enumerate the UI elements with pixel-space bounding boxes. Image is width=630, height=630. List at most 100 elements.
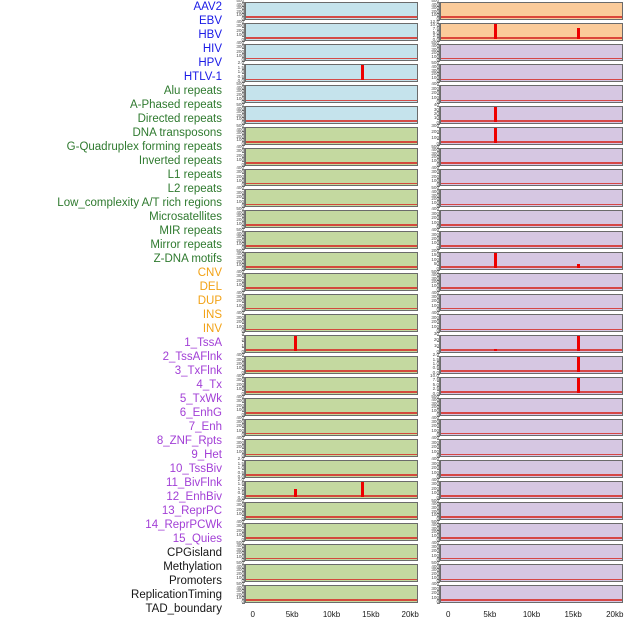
y-tick-label: 400	[236, 185, 244, 191]
row-label-11-bivflnk: 11_BivFlnk	[165, 477, 222, 489]
plot-row-left-15: 0 100 200 300 400	[226, 310, 418, 334]
row-label-hpv: HPV	[198, 57, 222, 69]
y-tick-label: 500	[236, 0, 244, 3]
baseline	[441, 266, 622, 268]
y-tick-label: 400	[236, 563, 244, 569]
y-axis-right-1: 0.0 2.5 5.0 7.5 10.0 12.5	[421, 18, 440, 43]
y-tick-label: 0	[241, 307, 244, 313]
y-tick-label: 300	[236, 189, 244, 195]
plot-panel-left	[245, 210, 418, 229]
y-tick-label: 2.0	[237, 477, 244, 483]
y-axis-right-27: 0 100 200 300 400 500	[421, 561, 440, 584]
y-tick-label: 0.0	[237, 494, 244, 500]
y-tick-label: 400	[236, 289, 244, 295]
baseline	[246, 557, 417, 560]
y-tick-label: 20	[433, 111, 439, 117]
y-tick-label: 0	[436, 307, 439, 313]
plot-panel-right	[440, 106, 623, 124]
plot-panel-left	[245, 356, 418, 374]
plot-row-left-18: 0 100 200 300 400	[226, 373, 418, 397]
y-tick-label: 400	[431, 81, 439, 87]
y-axis-left-18: 0 100 200 300 400	[226, 373, 245, 397]
y-axis-left-2: 0 100 200 300 400	[226, 40, 245, 64]
plot-row-right-28: 0 100 200 300 400	[421, 582, 623, 605]
y-tick-label: 500	[236, 539, 244, 545]
plot-panel-left	[245, 147, 418, 166]
baseline	[441, 516, 622, 518]
plot-panel-left	[245, 418, 418, 437]
y-tick-label: 200	[431, 444, 439, 450]
plot-row-right-25: 0 100 200 300 400 500	[421, 519, 623, 543]
row-label-12-enhbiv: 12_EnhBiv	[166, 491, 222, 503]
plot-panel-left	[245, 314, 418, 333]
y-tick-label: 100	[236, 12, 244, 18]
y-tick-label: 0	[241, 265, 244, 271]
y-tick-label: 1.0	[237, 69, 244, 75]
y-tick-label: 300	[431, 67, 439, 73]
y-tick-label: 500	[236, 581, 244, 587]
row-label-low-complexity-a-t-rich-regions: Low_complexity A/T rich regions	[57, 197, 222, 209]
baseline	[441, 557, 622, 560]
y-tick-label: 200	[431, 128, 439, 134]
plot-row-left-28: 0 100 200 300 400 500	[226, 581, 418, 605]
y-tick-label: 300	[236, 44, 244, 50]
plot-row-right-3: 0 100 200 300 400 500	[421, 61, 623, 84]
plot-row-right-10: 0 100 200 300 400	[421, 207, 623, 230]
row-label-5-txwk: 5_TxWk	[179, 393, 222, 405]
plot-row-right-6: 0 100 200 300	[421, 123, 623, 147]
y-tick-label: 100	[236, 448, 244, 454]
y-tick-label: 500	[236, 102, 244, 108]
x-tick-label: 20kb	[401, 610, 419, 619]
y-tick-label: 500	[236, 560, 244, 566]
y-tick-label: 12.5	[430, 18, 439, 24]
y-tick-label: 200	[431, 247, 439, 253]
y-tick-label: 300	[236, 255, 244, 261]
y-axis-left-22: 0.0 0.5 1.0 1.5 2.0	[226, 457, 245, 480]
baseline	[441, 245, 622, 247]
plot-panel-right	[440, 439, 623, 458]
y-axis-left-19: 0 100 200 300 400	[226, 394, 245, 418]
y-tick-label: 200	[236, 152, 244, 158]
plot-row-right-4: 0 100 200 300 400	[421, 81, 623, 105]
plot-row-left-12: 0 100 200 300 400 500	[226, 248, 418, 272]
baseline	[441, 328, 622, 331]
y-tick-label: 300	[431, 525, 439, 531]
y-axis-right-24: 0 100 200 300 400 500	[421, 498, 440, 522]
plot-panel-right	[440, 376, 623, 395]
y-tick-label: 400	[431, 435, 439, 441]
plot-panel-left	[245, 522, 418, 541]
baseline	[246, 141, 417, 143]
y-tick-label: 100	[431, 94, 439, 100]
y-tick-label: 0.0	[237, 78, 244, 84]
plot-row-right-16: 0 10 20 30	[421, 332, 623, 355]
plot-row-left-11: 0 100 200 300 400 500	[226, 227, 418, 251]
y-tick-label: 0	[436, 557, 439, 563]
x-tick-label: 15kb	[564, 610, 582, 619]
y-tick-label: 400	[236, 251, 244, 257]
y-tick-label: 400	[431, 289, 439, 295]
y-tick-label: 2.0	[432, 352, 439, 358]
y-tick-label: 400	[236, 143, 244, 149]
data-spike	[494, 127, 498, 143]
y-axis-left-23: 0.0 0.5 1.0 1.5 2.0	[226, 477, 245, 501]
plot-panel-left	[245, 397, 418, 416]
y-tick-label: 200	[236, 298, 244, 304]
y-tick-label: 400	[431, 272, 439, 278]
plot-row-left-22: 0.0 0.5 1.0 1.5 2.0	[226, 457, 418, 480]
y-tick-label: 0	[241, 99, 244, 105]
plot-panel-left	[245, 481, 418, 499]
y-tick-label: 200	[236, 319, 244, 325]
y-tick-label: 400	[236, 310, 244, 316]
y-tick-label: 0	[241, 453, 244, 459]
y-axis-right-21: 0 100 200 300 400	[421, 435, 440, 459]
y-tick-label: 100	[431, 256, 439, 262]
plot-row-right-20: 0 100 200 300 400	[421, 415, 623, 439]
y-tick-label: 100	[236, 407, 244, 413]
plot-panel-left	[245, 501, 418, 520]
row-label-tad-boundary: TAD_boundary	[145, 603, 223, 615]
y-tick-label: 0	[436, 203, 439, 209]
y-tick-label: 200	[431, 236, 439, 241]
plot-panel-right	[440, 335, 623, 354]
y-tick-label: 0	[241, 536, 244, 542]
y-tick-label: 100	[236, 177, 244, 183]
